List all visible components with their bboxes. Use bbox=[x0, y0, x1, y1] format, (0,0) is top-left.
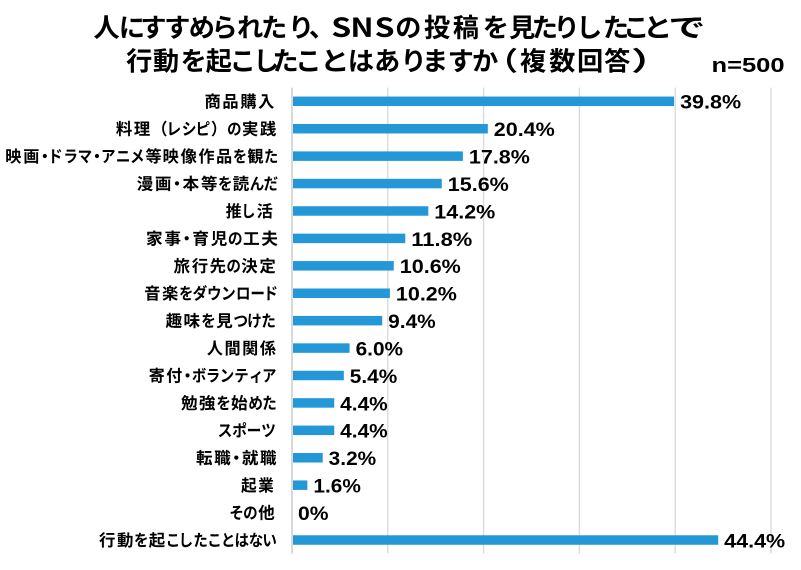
svg-text:11.8%: 11.8% bbox=[411, 229, 472, 251]
svg-text:20.4%: 20.4% bbox=[494, 119, 555, 141]
svg-text:14.2%: 14.2% bbox=[434, 201, 495, 223]
svg-text:10.2%: 10.2% bbox=[396, 284, 457, 306]
svg-text:5.4%: 5.4% bbox=[350, 366, 398, 388]
svg-text:15.6%: 15.6% bbox=[448, 174, 509, 196]
svg-text:4.4%: 4.4% bbox=[340, 421, 388, 443]
svg-text:6.0%: 6.0% bbox=[356, 338, 404, 360]
svg-text:39.8%: 39.8% bbox=[680, 92, 741, 114]
svg-text:4.4%: 4.4% bbox=[340, 393, 388, 415]
svg-text:17.8%: 17.8% bbox=[469, 147, 530, 169]
svg-text:n=500: n=500 bbox=[712, 55, 785, 77]
svg-text:3.2%: 3.2% bbox=[329, 448, 377, 470]
svg-text:9.4%: 9.4% bbox=[388, 311, 436, 333]
svg-text:1.6%: 1.6% bbox=[313, 476, 361, 498]
svg-text:0%: 0% bbox=[298, 503, 329, 525]
svg-text:10.6%: 10.6% bbox=[400, 256, 461, 278]
svg-text:44.4%: 44.4% bbox=[724, 530, 785, 552]
